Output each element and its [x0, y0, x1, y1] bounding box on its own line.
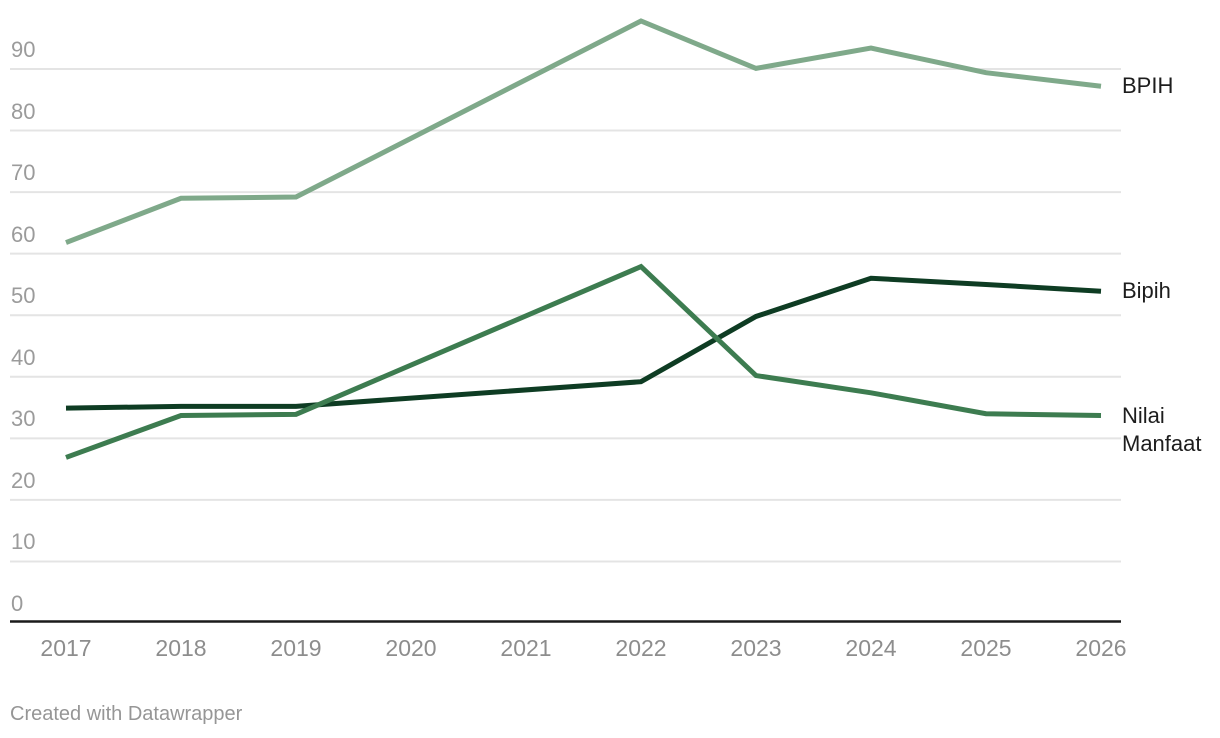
line-bpih [65, 18, 1102, 245]
y-tick-label: 90 [11, 36, 36, 62]
x-tick-label: 2019 [270, 635, 322, 661]
y-tick-label: 50 [11, 283, 36, 309]
attribution: Created with Datawrapper [10, 703, 243, 725]
y-tick-label: 20 [11, 467, 36, 493]
line-bipih [65, 275, 1102, 411]
x-tick-label: 2025 [960, 635, 1012, 661]
y-tick-label: 60 [11, 221, 36, 247]
x-tick-label: 2020 [385, 635, 437, 661]
series-label-nilai-manfaat: Nilai Manfaat [1122, 402, 1202, 456]
x-tick-label: 2023 [730, 635, 782, 661]
y-tick-label: 30 [11, 406, 36, 432]
series-label-bipih: Bipih [1122, 278, 1171, 304]
y-tick-label: 40 [11, 344, 36, 370]
x-tick-label: 2024 [845, 635, 897, 661]
y-tick-label: 70 [11, 160, 36, 186]
series-label-bpih: BPIH [1122, 73, 1174, 99]
x-tick-label: 2017 [40, 635, 92, 661]
y-tick-label: 10 [11, 529, 36, 555]
line-nilai-manfaat [65, 263, 1102, 460]
x-tick-label: 2021 [500, 635, 552, 661]
y-tick-label: 0 [11, 591, 24, 616]
x-tick-label: 2018 [155, 635, 207, 661]
x-tick-label: 2026 [1075, 635, 1127, 661]
y-tick-label: 80 [11, 98, 36, 124]
x-tick-label: 2022 [615, 635, 667, 661]
